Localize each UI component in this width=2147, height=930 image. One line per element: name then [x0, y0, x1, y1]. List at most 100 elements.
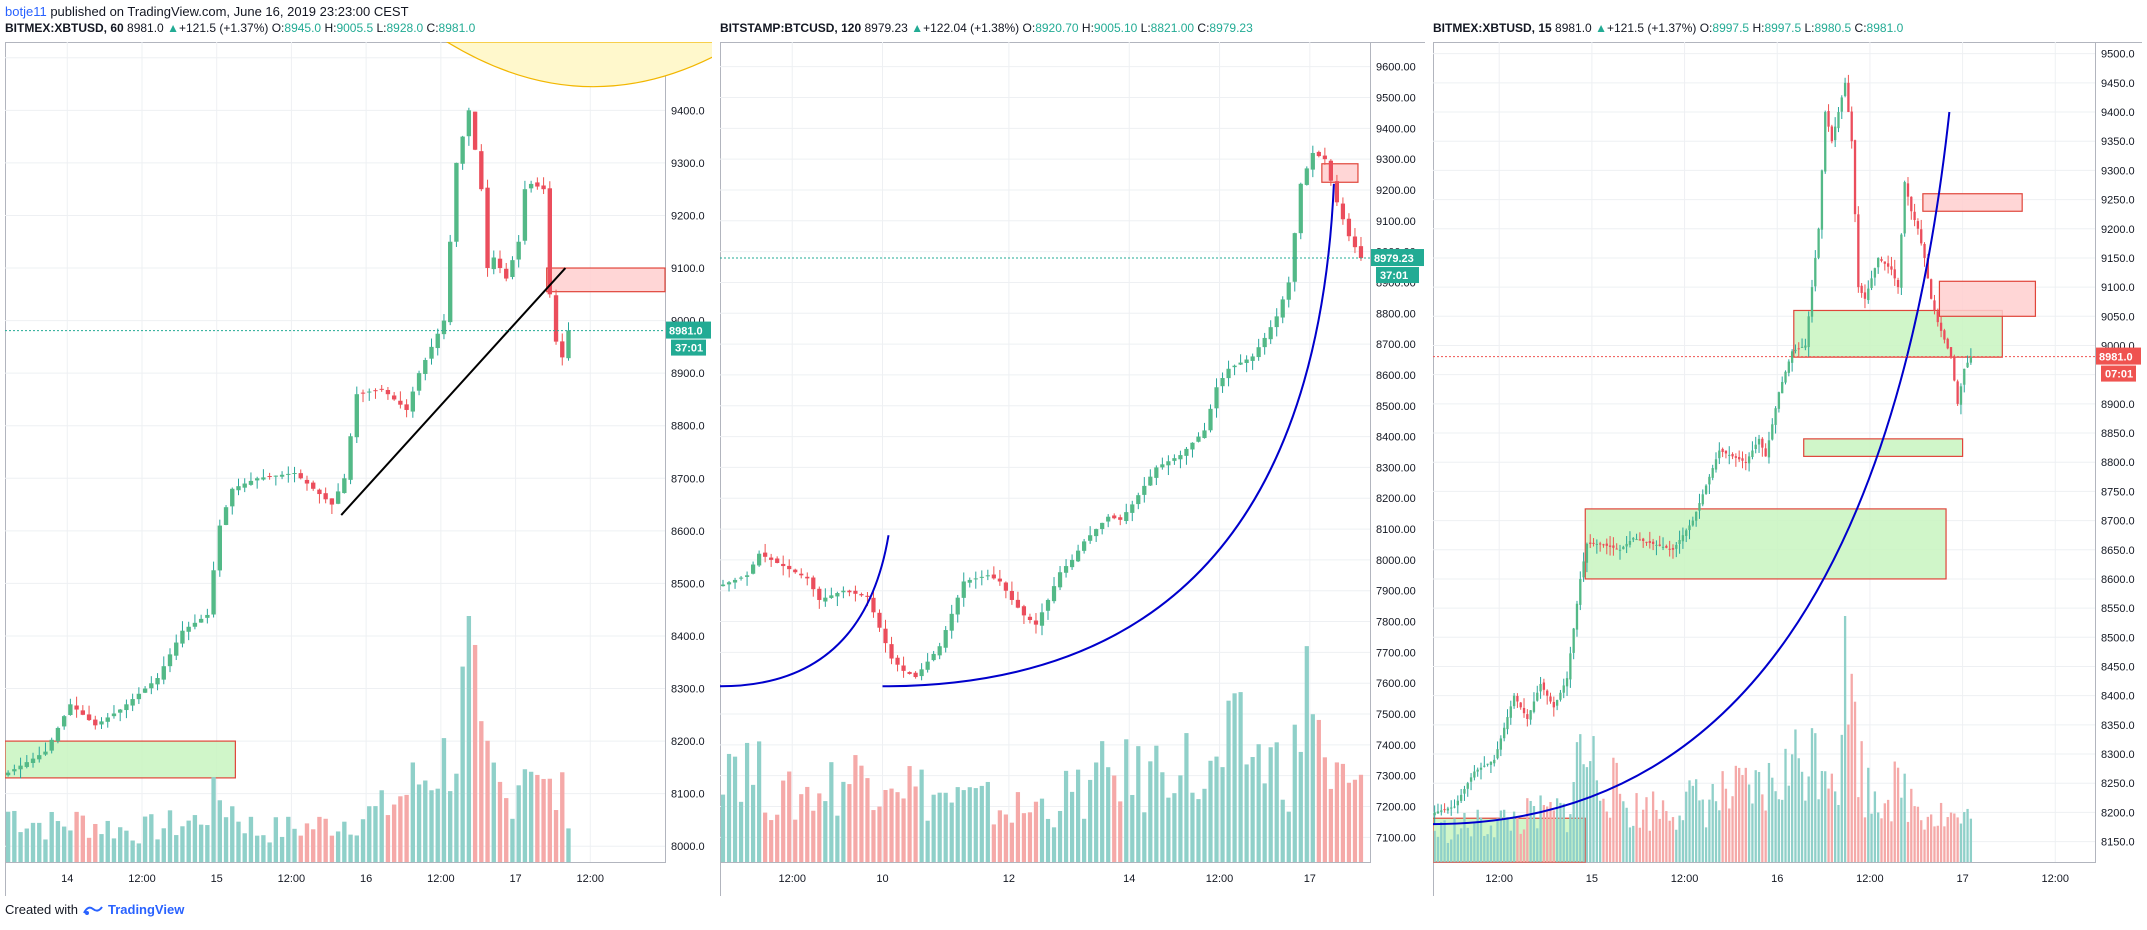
candle-body: [1714, 459, 1718, 470]
candle-body: [1602, 544, 1605, 546]
volume-bar: [1268, 747, 1273, 862]
current-price-label: 8981.0: [669, 326, 703, 338]
volume-bar: [1051, 827, 1057, 862]
candle-body: [323, 493, 328, 500]
y-tick-label: 8900.0: [2101, 399, 2135, 411]
volume-bar: [805, 786, 810, 862]
candle-body: [1761, 438, 1764, 448]
candle-body: [423, 360, 428, 374]
candle-body: [979, 576, 984, 578]
candle-body: [37, 755, 42, 760]
candle-body: [286, 473, 291, 475]
candle-body: [1678, 540, 1681, 544]
candle-body: [961, 581, 966, 598]
volume-bar: [1820, 770, 1824, 862]
candle-body: [1966, 362, 1969, 368]
candle-body: [1920, 229, 1923, 244]
candle-body: [1787, 361, 1790, 373]
volume-bar: [1069, 791, 1075, 862]
author-link[interactable]: botje11: [5, 4, 47, 19]
volume-bar: [1499, 810, 1503, 862]
candle-body: [1214, 387, 1219, 409]
volume-bar: [1549, 801, 1552, 862]
candle-body: [1033, 620, 1039, 625]
candle-body: [1605, 543, 1608, 546]
volume-bar: [1516, 816, 1519, 862]
y-tick-label: 7700.00: [1376, 647, 1416, 659]
candle-body: [853, 590, 858, 594]
volume-bar: [835, 815, 840, 862]
candle-body: [1220, 378, 1225, 387]
candle-body: [1837, 112, 1840, 129]
candle-body: [1754, 444, 1757, 450]
candle-body: [1728, 454, 1731, 456]
candle-body: [1559, 692, 1562, 700]
candle-body: [1453, 806, 1456, 808]
volume-bar: [1886, 799, 1890, 862]
y-tick-label: 8800.00: [1376, 308, 1416, 320]
volume-bar: [1304, 646, 1309, 862]
volume-bar: [1896, 767, 1900, 862]
chart-panel-p1[interactable]: 8000.0 8100.0 8200.0 8300.0 8400.0 8500.0 8600…: [5, 42, 712, 896]
close-value: 8981.0: [1866, 21, 1904, 35]
candle-body: [18, 765, 23, 770]
x-tick-label: 15: [1586, 873, 1598, 885]
open-value: 8997.5: [1712, 21, 1750, 35]
candle-body: [1334, 181, 1340, 203]
candle-body: [1900, 234, 1903, 288]
tradingview-brand[interactable]: TradingView: [107, 902, 185, 917]
volume-bar: [1100, 741, 1105, 862]
volume-bar: [298, 835, 303, 862]
chart-panel-p3[interactable]: 8150.0 8200.0 8250.0 8300.0 8350.0 8400.0 8450…: [1433, 42, 2142, 896]
volume-bar: [1920, 820, 1923, 862]
candle-body: [1853, 140, 1857, 215]
candle-body: [553, 295, 559, 342]
volume-bar: [1781, 799, 1784, 862]
candle-body: [1486, 763, 1489, 765]
chart-panel-p2[interactable]: 7100.00 7200.00 7300.00 7400.00 7500.00 7600.…: [720, 42, 1425, 896]
volume-bar: [1208, 760, 1213, 862]
y-tick-label: 9100.00: [1376, 216, 1416, 228]
y-tick-label: 7500.00: [1376, 709, 1416, 721]
change-value: +122.04 (+1.38%): [923, 21, 1020, 35]
volume-bar: [1936, 825, 1939, 862]
volume-bar: [273, 817, 279, 862]
candle-body: [1777, 392, 1781, 409]
volume-bar: [460, 666, 465, 862]
symbol-label[interactable]: BITMEX:XBTUSD, 15: [1433, 21, 1552, 35]
candle-body: [1598, 543, 1602, 545]
x-tick-label: 14: [61, 873, 73, 885]
support-zone: [1793, 309, 2003, 358]
candle-body: [1893, 269, 1896, 279]
candle-body: [1757, 438, 1761, 445]
candle-body: [1632, 538, 1635, 540]
volume-bar: [949, 802, 954, 862]
candle-body: [504, 268, 509, 279]
candle-body: [1027, 616, 1033, 621]
volume-bar: [541, 778, 546, 862]
symbol-label[interactable]: BITSTAMP:BTCUSD, 120: [720, 21, 862, 35]
volume-bar: [1771, 777, 1774, 862]
volume-bar: [1220, 767, 1225, 862]
symbol-label[interactable]: BITMEX:XBTUSD, 60: [5, 21, 124, 35]
volume-bar: [1956, 817, 1959, 862]
volume-bar: [1346, 782, 1352, 862]
candle-body: [787, 565, 792, 570]
volume-bar: [1824, 771, 1827, 862]
y-tick-label: 9150.0: [2101, 253, 2135, 265]
volume-bar: [1298, 751, 1303, 862]
countdown-label-bg: [671, 339, 706, 356]
candle-body: [261, 477, 266, 480]
x-tick-label: 17: [1304, 873, 1316, 885]
volume-bar: [1946, 817, 1949, 862]
candle-body: [1238, 362, 1243, 365]
volume-bar: [1190, 792, 1195, 862]
up-triangle-icon: ▲: [1595, 21, 1607, 35]
volume-bar: [1509, 830, 1512, 862]
y-tick-label: 8350.0: [2101, 720, 2135, 732]
volume-bar: [1124, 739, 1129, 862]
candle-body: [1817, 228, 1820, 258]
candle-body: [1516, 695, 1519, 702]
candle-body: [1075, 550, 1081, 562]
y-tick-label: 8500.00: [1376, 401, 1416, 413]
